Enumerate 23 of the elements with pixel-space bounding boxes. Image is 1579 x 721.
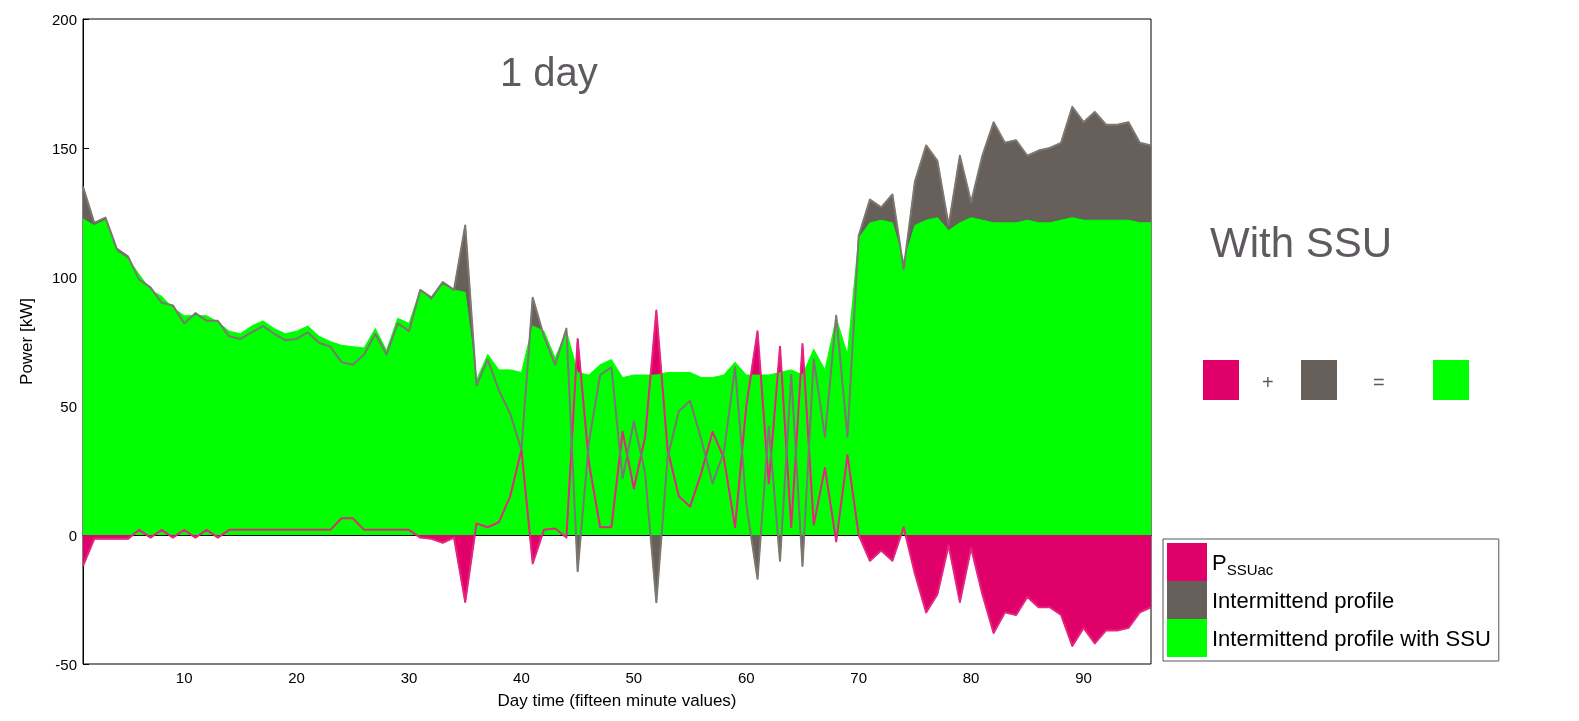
x-tick-label: 10 [175,669,193,686]
x-tick-label: 80 [962,669,980,686]
y-tick-label: 0 [68,526,77,544]
text: With SSU [1210,219,1393,266]
x-axis-title: Day time (fifteen minute values) [497,691,737,710]
x-tick-label: 30 [400,669,418,686]
y-tick-label: 100 [51,268,77,286]
x-tick-label: 20 [288,669,305,686]
x-tick-label: 50 [625,669,643,686]
y-tick-label: 150 [51,139,77,157]
x-tick-label: 70 [850,669,868,686]
text: + [1262,371,1274,393]
y-tick-label: 50 [60,397,77,415]
y-axis-title: Power [kW] [17,298,36,385]
legend-label: Intermittend profile with SSU [1212,625,1491,651]
legend-label: Intermittend profile [1212,587,1395,613]
text: = [1373,371,1385,393]
y-tick-label: -50 [55,655,77,673]
x-tick-label: 90 [1075,669,1092,686]
x-tick-label: 60 [737,669,755,686]
y-tick-label: 200 [51,10,77,28]
annotation: 1 day [500,50,598,94]
x-tick-label: 40 [513,669,530,686]
